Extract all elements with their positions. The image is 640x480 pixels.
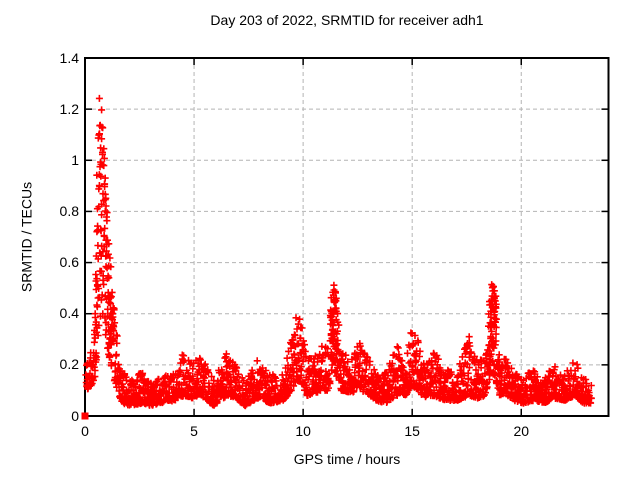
y-tick-label: 0.8 (59, 202, 79, 219)
axis-tick-marks (84, 57, 609, 417)
x-tick-label: 0 (81, 423, 89, 439)
plot-border (84, 57, 610, 417)
x-tick-label: 20 (513, 423, 530, 439)
chart-title: Day 203 of 2022, SRMTID for receiver adh… (210, 12, 484, 28)
origin-square-marker (81, 412, 89, 420)
grid-lines (85, 58, 609, 416)
y-tick-label: 0.2 (59, 356, 79, 373)
y-tick-label: 1 (71, 151, 79, 168)
x-tick-label: 15 (404, 423, 420, 439)
y-tick-label: 0.4 (59, 305, 79, 322)
y-tick-label: 1.2 (59, 100, 79, 117)
x-tick-label: 10 (295, 423, 311, 439)
x-tick-label: 5 (190, 423, 198, 439)
y-tick-label: 0.6 (59, 254, 79, 271)
y-tick-label: 0 (71, 407, 79, 424)
y-axis-label: SRMTID / TECUs (18, 181, 35, 293)
x-axis-label: GPS time / hours (293, 451, 401, 467)
srmtid-scatter-points (82, 94, 595, 410)
y-tick-label: 1.4 (59, 49, 79, 66)
